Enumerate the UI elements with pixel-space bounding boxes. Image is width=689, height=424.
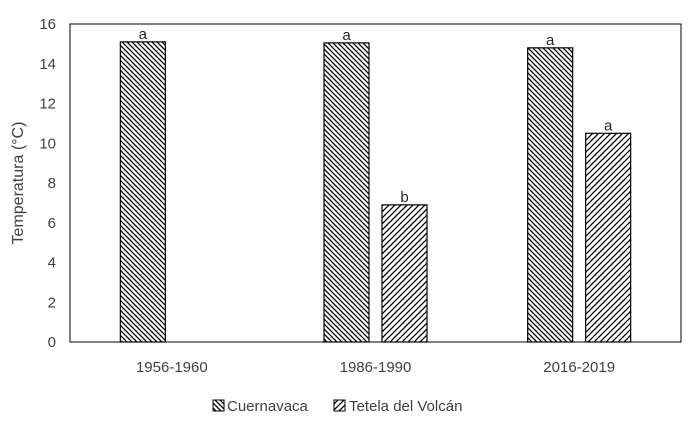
legend-label-tetela: Tetela del Volcán: [349, 398, 462, 415]
bar-cuernavaca-2016-2019: [527, 47, 574, 343]
x-axis: 1956-1960 1986-1990 2016-2019: [136, 359, 615, 376]
x-tick-label: 1986-1990: [340, 359, 412, 376]
bar-cuernavaca-1986-1990: [323, 42, 370, 343]
legend-label-cuernavaca: Cuernavaca: [227, 398, 309, 415]
bar-tetela-2016-2019: [585, 132, 632, 343]
x-tick-label: 1956-1960: [136, 359, 208, 376]
y-tick-label: 14: [39, 56, 56, 73]
y-tick-label: 4: [48, 255, 56, 272]
legend-swatch-tetela: [333, 399, 346, 412]
y-tick-label: 16: [39, 16, 56, 33]
bars: [119, 41, 632, 343]
y-tick-label: 6: [48, 215, 56, 232]
significance-label: a: [546, 32, 555, 49]
y-tick-label: 8: [48, 175, 56, 192]
legend: Cuernavaca Tetela del Volcán: [212, 398, 462, 415]
y-axis-title: Temperatura (°C): [10, 122, 27, 245]
y-tick-label: 0: [48, 334, 56, 351]
y-tick-label: 12: [39, 96, 56, 113]
bar-tetela-1986-1990: [381, 204, 428, 343]
y-tick-label: 2: [48, 294, 56, 311]
y-tick-label: 10: [39, 135, 56, 152]
bar-cuernavaca-1956-1960: [119, 41, 166, 343]
plot-area-frame: [69, 23, 682, 343]
significance-label: a: [342, 27, 351, 44]
legend-swatch-cuernavaca: [212, 399, 225, 412]
significance-labels: a a b a a: [139, 26, 613, 206]
significance-label: a: [604, 117, 613, 134]
significance-label: b: [400, 189, 408, 206]
significance-label: a: [139, 26, 148, 43]
x-tick-label: 2016-2019: [543, 359, 615, 376]
y-axis: 0 2 4 6 8 10 12 14 16: [39, 16, 56, 351]
